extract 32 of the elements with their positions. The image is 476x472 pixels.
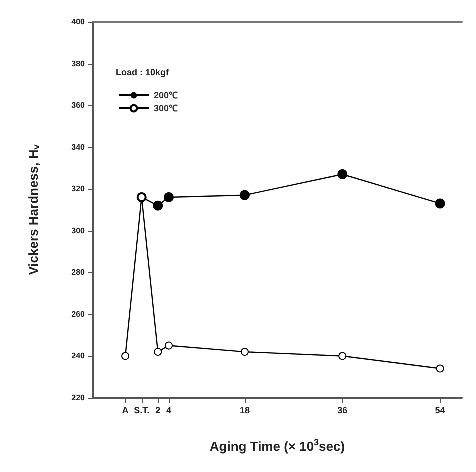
y-tick-label: 340 [72,142,86,152]
x-tick-label: 4 [166,406,172,416]
x-tick-label: 18 [240,406,250,416]
x-tick-label: S.T. [134,406,150,416]
y-tick-label: 240 [72,352,86,361]
y-tick-label: 400 [72,18,86,26]
x-tick-label: 36 [338,406,348,416]
point [240,190,250,200]
x-tick-label: 2 [156,406,161,416]
legend-label: 300℃ [154,104,178,114]
point [122,352,130,360]
legend-title: Load : 10kgf [116,68,170,78]
y-tick-label: 320 [72,184,86,194]
y-tick-label: 220 [72,394,86,402]
y-tick-label: 280 [72,268,86,278]
point [164,342,173,350]
point [164,192,174,202]
y-tick-label: 260 [72,310,86,319]
point [153,200,164,211]
point [435,198,446,209]
point [338,352,347,360]
legend-label: 200℃ [154,90,178,100]
point [338,169,348,180]
x-tick-label: 54 [435,406,446,416]
y-tick-label: 380 [72,59,86,68]
point [240,348,249,356]
point [154,348,162,356]
x-tick-label: A [122,406,130,416]
y-tick-label: 300 [72,226,86,236]
y-tick-label: 360 [72,101,86,110]
point [436,364,444,373]
y-axis-title: Vickers Hardness, Hv [26,144,42,276]
